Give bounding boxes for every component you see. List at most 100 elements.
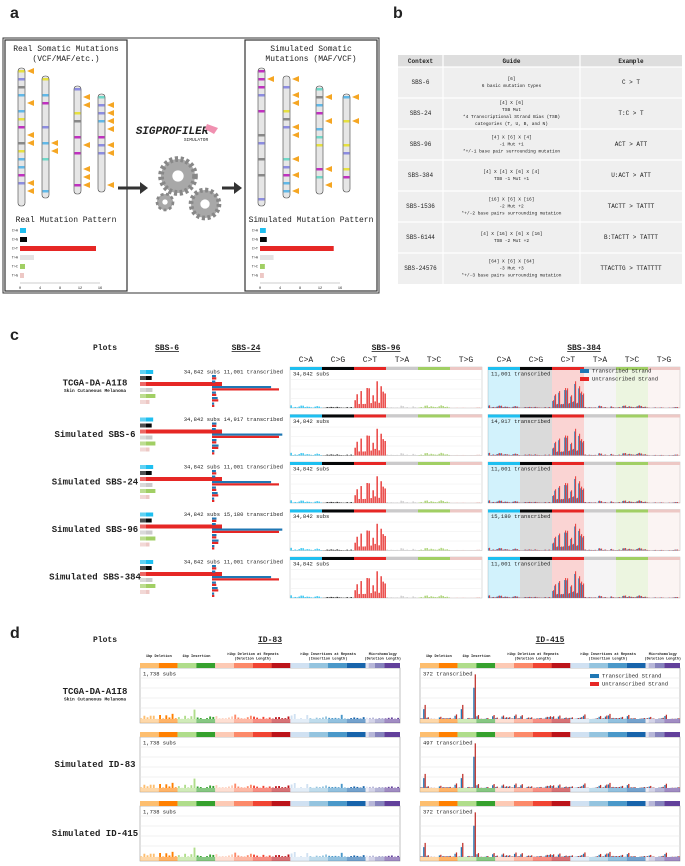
sbs6-bar: [146, 388, 153, 392]
sbs6-bar: [146, 590, 150, 594]
sbs384-bar: [561, 594, 563, 598]
sbs96-bar: [364, 546, 366, 551]
sbs24-bar: [212, 424, 217, 427]
sbs384-bar: [628, 596, 630, 598]
id415-bar: [492, 785, 494, 788]
id83-bar: [221, 856, 224, 857]
id415-bar: [571, 786, 574, 788]
sbs384-bar: [528, 407, 530, 408]
category-header: 1bp Insertion: [462, 654, 490, 659]
type-shade: [616, 417, 648, 456]
id415-bar: [515, 783, 517, 788]
id415-bar: [599, 784, 602, 788]
sbs384-bar: [530, 407, 532, 408]
chromosome-band: [316, 104, 323, 107]
id83-bar: [253, 854, 255, 857]
column-header: SBS-96: [372, 344, 401, 353]
sbs96-bar: [412, 548, 414, 551]
sbs384-bar: [646, 502, 648, 503]
id83-bar: [249, 784, 252, 788]
sbs384-bar: [594, 407, 596, 408]
pattern-label: C>G: [12, 237, 18, 242]
type-header: T>C: [427, 356, 442, 365]
sbs384-bar: [594, 549, 596, 551]
id415-bar: [546, 785, 548, 788]
type-stripe: [450, 509, 482, 513]
id83-bar: [381, 856, 384, 857]
id83-bar: [387, 855, 390, 857]
sbs6-bar: [146, 578, 153, 582]
id415-bar: [476, 854, 478, 857]
type-stripe: [386, 462, 418, 465]
category-stripe: [420, 801, 439, 806]
sbs384-bar: [552, 543, 554, 551]
id415-bar: [471, 718, 473, 719]
type-stripe: [584, 509, 616, 513]
count-label: 34,842 subs: [293, 513, 329, 520]
sbs384-bar: [561, 499, 563, 503]
sbs384-bar: [536, 597, 538, 598]
table-example: C > T: [622, 79, 640, 86]
type-header: C>T: [561, 356, 576, 365]
id415-bar: [492, 854, 494, 857]
sbs384-bar: [605, 407, 607, 408]
sbs384-bar: [635, 549, 637, 551]
sbs6-bar: [146, 471, 152, 475]
sbs384-bar: [562, 451, 564, 456]
sbs96-bar: [456, 407, 458, 408]
sbs96-bar: [350, 502, 352, 503]
sbs384-bar: [619, 454, 621, 456]
sbs96-bar: [294, 501, 296, 503]
sbs384-bar: [589, 549, 591, 551]
sbs384-bar: [497, 501, 499, 503]
id83-bar: [199, 856, 202, 857]
id415-bar: [473, 825, 475, 857]
sbs384-bar: [591, 407, 593, 408]
id83-bar: [246, 717, 249, 719]
id415-bar: [662, 855, 664, 857]
count-label: 34,842 subs: [184, 558, 220, 565]
sbs96-bar: [310, 597, 312, 598]
type-tag: [140, 518, 146, 523]
category-stripe: [327, 801, 347, 806]
sbs96-bar: [296, 454, 298, 456]
sbs384-bar: [655, 597, 657, 598]
sbs384-bar: [500, 453, 502, 456]
sbs96-bar: [308, 596, 310, 598]
id83-bar: [325, 716, 327, 719]
id415-bar: [648, 717, 650, 719]
sbs384-bar: [530, 597, 532, 598]
id415-bar: [631, 787, 633, 788]
chromosome-band: [316, 88, 323, 91]
sbs384-bar: [599, 500, 601, 503]
type-header: T>A: [395, 356, 410, 365]
id415-bar: [546, 716, 548, 719]
sbs384-bar: [598, 405, 600, 408]
sbs384-bar: [545, 502, 547, 503]
id83-bar: [177, 855, 180, 857]
id83-bar: [340, 783, 343, 788]
sbs6-bar: [146, 370, 154, 374]
id415-bar: [473, 687, 475, 719]
sbs384-bar: [604, 407, 606, 408]
sbs384-bar: [574, 383, 576, 408]
sbs384-bar: [660, 549, 662, 551]
sbs384-bar: [503, 597, 505, 598]
sbs96-bar: [476, 502, 478, 503]
sbs384-bar: [673, 597, 675, 598]
type-stripe: [290, 462, 322, 465]
sbs384-bar: [525, 549, 527, 551]
id83-bar: [249, 715, 252, 719]
sbs96-bar: [332, 454, 334, 456]
sbs384-bar: [513, 596, 515, 598]
sbs384-bar: [640, 501, 642, 503]
id415-bar: [578, 718, 580, 719]
id415-bar: [513, 715, 516, 719]
sbs96-bar: [414, 407, 416, 408]
sbs24-bar: [212, 422, 217, 425]
sbs384-bar: [557, 498, 559, 503]
sbs384-bar: [600, 453, 602, 456]
sbs96-bar: [330, 406, 332, 408]
plot-frame: [289, 366, 483, 409]
sbs384-bar: [611, 453, 613, 456]
